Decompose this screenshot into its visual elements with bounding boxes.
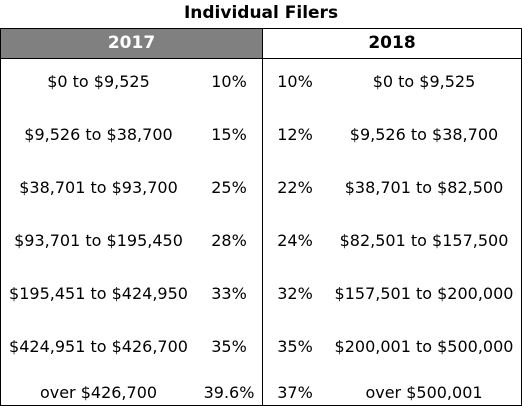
range-2017: $93,701 to $195,450 — [14, 231, 183, 250]
rate-2018: 10% — [277, 72, 313, 91]
range-2017: $424,951 to $426,700 — [9, 337, 188, 356]
table-row: $9,526 to $38,700 15% 12% $9,526 to $38,… — [1, 117, 521, 153]
range-2017: $9,526 to $38,700 — [24, 125, 173, 144]
rate-2018: 12% — [277, 125, 313, 144]
column-divider — [262, 29, 263, 405]
table-row: $0 to $9,525 10% 10% $0 to $9,525 — [1, 64, 521, 100]
table-row: $38,701 to $93,700 25% 22% $38,701 to $8… — [1, 170, 521, 206]
table-row: $93,701 to $195,450 28% 24% $82,501 to $… — [1, 223, 521, 259]
range-2017: $0 to $9,525 — [47, 72, 150, 91]
range-2017: over $426,700 — [39, 383, 158, 402]
range-2018: $9,526 to $38,700 — [349, 125, 499, 144]
rate-2017: 39.6% — [203, 383, 255, 402]
header-2017: 2017 — [1, 29, 262, 58]
rate-2018: 24% — [277, 231, 313, 250]
rate-2017: 15% — [211, 125, 247, 144]
range-2018: $157,501 to $200,000 — [334, 284, 514, 303]
table-body: $0 to $9,525 10% 10% $0 to $9,525 $9,526… — [1, 59, 521, 405]
rate-2018: 37% — [277, 383, 313, 402]
rate-2017: 10% — [211, 72, 247, 91]
rate-2018: 35% — [277, 337, 313, 356]
rate-2017: 35% — [211, 337, 247, 356]
rate-2017: 25% — [211, 178, 247, 197]
range-2018: $82,501 to $157,500 — [339, 231, 509, 250]
table-title: Individual Filers — [183, 3, 339, 23]
rate-2017: 28% — [211, 231, 247, 250]
header-rule — [1, 58, 521, 59]
rate-2018: 32% — [277, 284, 313, 303]
table-row: $195,451 to $424,950 33% 32% $157,501 to… — [1, 276, 521, 312]
range-2018: $200,001 to $500,000 — [334, 337, 514, 356]
table-row: $424,951 to $426,700 35% 35% $200,001 to… — [1, 329, 521, 365]
range-2017: $195,451 to $424,950 — [9, 284, 188, 303]
tax-bracket-table: 2017 2018 $0 to $9,525 10% 10% $0 to $9,… — [0, 28, 522, 406]
table-row: over $426,700 39.6% 37% over $500,001 — [1, 381, 521, 405]
range-2018: over $500,001 — [365, 383, 483, 402]
range-2018: $38,701 to $82,500 — [344, 178, 504, 197]
range-2017: $38,701 to $93,700 — [19, 178, 178, 197]
range-2018: $0 to $9,525 — [372, 72, 476, 91]
rate-2018: 22% — [277, 178, 313, 197]
rate-2017: 33% — [211, 284, 247, 303]
header-2018: 2018 — [263, 29, 521, 58]
